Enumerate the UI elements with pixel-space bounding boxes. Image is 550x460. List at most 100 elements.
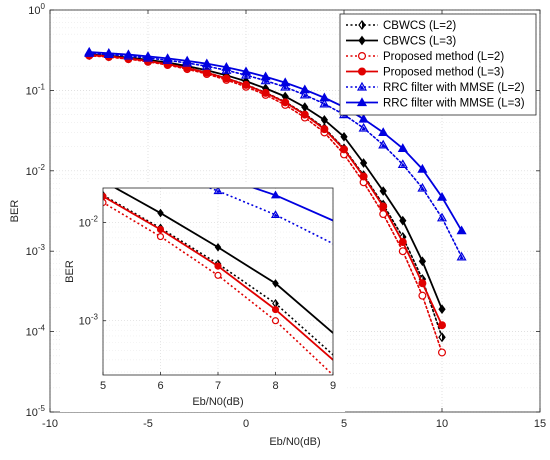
data-point-s5-11 — [299, 84, 310, 94]
data-point-s1-15 — [379, 186, 387, 196]
data-point-s3-9 — [261, 88, 270, 97]
data-point-s3-8 — [242, 80, 251, 89]
inset-y-axis-label: BER — [64, 260, 76, 283]
data-point-s3-12 — [320, 125, 329, 134]
legend-label-1: CBWCS (L=3) — [383, 36, 456, 48]
data-point-s5-0 — [84, 46, 95, 56]
y-tick-label: 10-5 — [26, 404, 46, 419]
inset-x-tick-label: 8 — [272, 380, 278, 392]
inset-y-tick-label: 10-3 — [79, 313, 99, 328]
data-point-s5-16 — [397, 143, 408, 152]
legend-marker-2 — [358, 51, 367, 60]
inset-data-point-s1-15 — [214, 242, 222, 252]
data-point-s4-10 — [280, 81, 291, 91]
inset-data-point-s1-16 — [272, 279, 279, 288]
x-axis-label: Eb/N0(dB) — [269, 436, 320, 448]
y-tick-label: 10-3 — [26, 243, 46, 258]
data-point-s2-18 — [438, 348, 447, 357]
data-point-s4-12-fill — [322, 102, 327, 107]
inset-data-point-s2-16 — [271, 317, 280, 325]
data-point-s5-8 — [240, 66, 252, 76]
inset-x-tick-label: 5 — [100, 380, 106, 392]
data-point-s5-15 — [378, 127, 389, 137]
inset-x-axis-label: Eb/N0(dB) — [192, 396, 243, 408]
data-point-s4-15-fill — [381, 143, 386, 148]
data-point-s2-17 — [418, 291, 427, 300]
legend-marker-4 — [356, 81, 368, 91]
data-point-s3-14 — [359, 172, 368, 181]
data-point-s5-3 — [142, 51, 154, 60]
y-tick-label: 10-4 — [26, 324, 46, 339]
x-tick-label: -5 — [143, 418, 153, 430]
legend-marker-4-fill — [359, 85, 365, 90]
x-tick-label: 15 — [534, 418, 546, 430]
x-tick-label: -10 — [42, 418, 58, 430]
data-point-s4-11 — [299, 89, 310, 99]
data-point-s3-10 — [281, 98, 290, 107]
legend-label-5: RRC filter with MMSE (L=3) — [383, 98, 525, 110]
data-point-s1-12 — [320, 115, 329, 125]
data-point-s4-16 — [397, 159, 408, 169]
data-point-s4-11-fill — [302, 93, 307, 98]
data-point-s5-7 — [221, 62, 232, 71]
data-point-s3-7 — [222, 74, 231, 83]
data-point-s4-14-fill — [361, 126, 366, 131]
data-point-s3-13 — [340, 145, 349, 154]
data-point-s5-18 — [436, 191, 448, 201]
inset-data-point-s0-16-fill — [275, 299, 279, 307]
data-point-s5-17 — [417, 163, 428, 173]
legend-label-2: Proposed method (L=2) — [383, 51, 504, 63]
data-point-s0-18-fill — [442, 333, 445, 342]
data-point-s5-14 — [358, 113, 369, 123]
inset-x-tick-label: 9 — [330, 380, 336, 392]
inset-data-point-s4-15 — [213, 188, 223, 195]
data-point-s1-18 — [438, 304, 446, 315]
inset-data-point-s4-16-fill — [273, 213, 278, 217]
data-point-s5-6 — [201, 58, 212, 68]
legend: CBWCS (L=2) CBWCS (L=3) Proposed method (L… — [339, 13, 537, 116]
inset-data-point-s4-15-fill — [216, 189, 220, 193]
data-point-s3-18 — [438, 321, 447, 330]
data-point-s4-12 — [319, 98, 330, 108]
data-point-s4-19 — [456, 251, 467, 261]
data-point-s4-18 — [436, 212, 448, 222]
data-point-s3-11 — [300, 110, 309, 119]
data-point-s5-5 — [182, 55, 193, 65]
data-point-s4-14 — [358, 122, 369, 132]
data-point-s1-17 — [418, 256, 427, 267]
inset-data-point-s1-14 — [157, 208, 164, 218]
inset-data-point-s3-15 — [214, 262, 222, 270]
legend-marker-3 — [358, 67, 367, 76]
y-tick-label: 10-1 — [26, 82, 46, 97]
inset-y-tick-label: 10-2 — [79, 215, 99, 230]
y-axis-label: BER — [9, 200, 21, 223]
data-point-s4-18-fill — [439, 216, 445, 221]
inset-x-tick-label: 7 — [215, 380, 221, 392]
legend-label-0: CBWCS (L=2) — [383, 20, 456, 32]
data-point-s5-12 — [319, 92, 330, 102]
series-line-5 — [88, 51, 463, 232]
inset-data-point-s2-14 — [156, 233, 165, 241]
data-point-s1-13 — [340, 131, 348, 142]
data-point-s5-1 — [103, 48, 114, 57]
inset-series-group — [103, 188, 333, 375]
legend-label-3: Proposed method (L=3) — [383, 67, 504, 79]
y-tick-label: 100 — [28, 2, 45, 17]
x-tick-label: 0 — [243, 418, 249, 430]
data-point-s5-2 — [123, 49, 134, 59]
inset-data-point-s3-16 — [271, 305, 280, 314]
inset-data-point-s5-16 — [270, 190, 281, 199]
legend-box — [339, 13, 537, 116]
data-point-s1-16 — [399, 215, 407, 226]
inset-data-point-s3-14 — [156, 225, 165, 234]
inset-plot: 5 6 7 8 9 10-2 10-3 Eb/N0(dB) BER — [60, 182, 345, 412]
x-tick-label: 5 — [341, 418, 347, 430]
data-point-s3-17 — [418, 279, 427, 288]
legend-marker-0-fill — [362, 21, 365, 29]
data-point-s4-19-fill — [459, 255, 464, 260]
data-point-s5-9 — [260, 71, 271, 81]
y-tick-label: 10-2 — [26, 163, 46, 178]
data-point-s5-19 — [456, 225, 467, 235]
data-point-s4-17-fill — [420, 186, 425, 191]
